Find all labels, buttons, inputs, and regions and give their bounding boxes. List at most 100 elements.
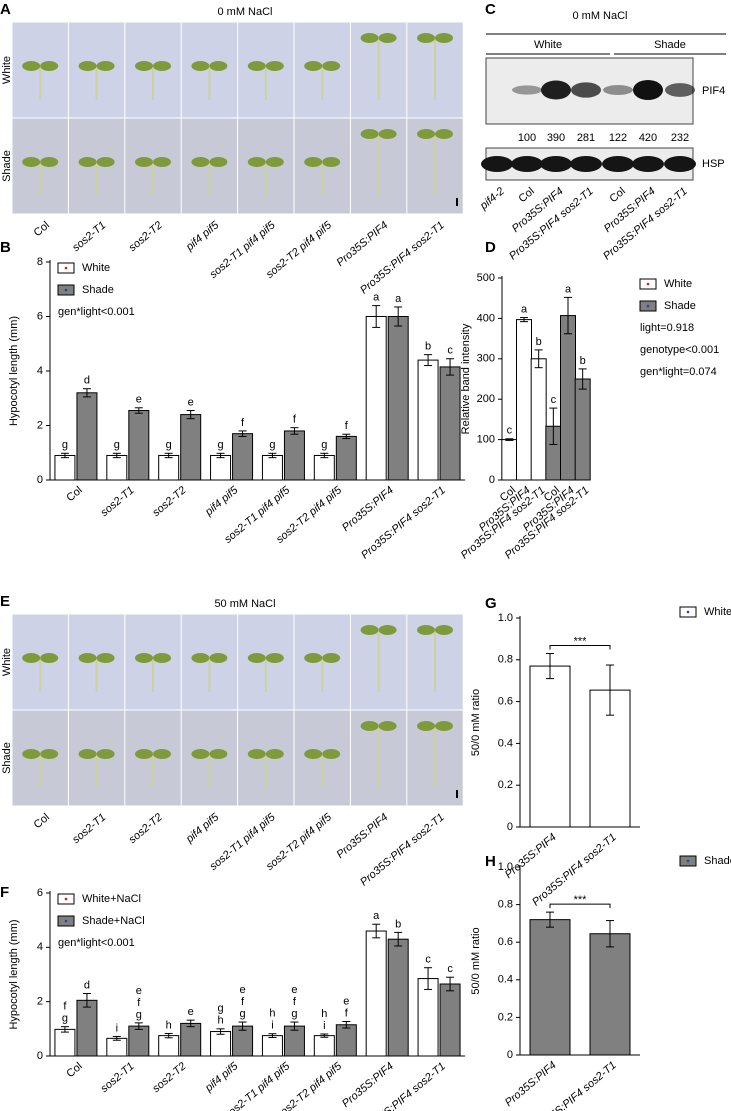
cotyledon — [304, 653, 323, 663]
legend-dot — [64, 919, 68, 923]
cotyledon — [378, 33, 397, 43]
scale-bar — [456, 790, 458, 798]
sig-letter: h — [218, 1015, 224, 1027]
cotyledon — [435, 721, 453, 731]
y-tick-label: 400 — [477, 312, 495, 324]
bar — [261, 1035, 283, 1057]
y-tick-label: 0.4 — [498, 737, 513, 749]
bar — [530, 358, 547, 481]
pif4-band — [633, 80, 663, 100]
cotyledon — [135, 749, 153, 759]
y-tick-label: 0.2 — [498, 779, 513, 791]
bar — [76, 999, 98, 1057]
legend-dot — [64, 288, 68, 292]
cotyledon — [153, 749, 171, 759]
genotype-label: Pro35S:PIF4 — [340, 1060, 396, 1110]
cotyledon — [247, 749, 266, 759]
cotyledon — [40, 61, 59, 71]
cotyledon — [435, 625, 453, 635]
y-tick-label: 0.6 — [498, 696, 513, 708]
cotyledon — [265, 61, 284, 71]
cotyledon — [209, 653, 228, 663]
sig-letter: f — [63, 1001, 67, 1013]
panel-title: 50 mM NaCl — [214, 598, 275, 610]
y-tick-label: 300 — [477, 353, 495, 365]
y-tick-label: 2 — [37, 996, 43, 1008]
hsp-band — [511, 156, 543, 172]
cotyledon — [135, 157, 153, 167]
y-tick-label: 0.8 — [498, 654, 513, 666]
annotation: gen*light<0.001 — [58, 306, 135, 318]
annotation: genotype<0.001 — [640, 344, 719, 356]
sig-letter: c — [507, 425, 513, 437]
pif4-band — [541, 80, 571, 100]
cotyledon — [435, 129, 453, 139]
sig-letter: c — [551, 394, 557, 406]
cotyledon — [96, 157, 115, 167]
sig-letter: f — [345, 1007, 349, 1019]
cotyledon — [40, 157, 59, 167]
y-tick-label: 0 — [507, 821, 513, 833]
sig-letter: b — [580, 355, 586, 367]
cotyledon — [265, 157, 284, 167]
panel-letter: G — [485, 595, 497, 612]
sig-letter: g — [114, 439, 120, 451]
bar — [335, 435, 357, 481]
genotype-label: pif4 pif5 — [202, 484, 241, 519]
sig-letter: c — [447, 963, 453, 975]
y-axis-label: Hypocotyl length (mm) — [8, 316, 20, 426]
sig-letter: c — [447, 345, 453, 357]
sig-letter: f — [241, 996, 245, 1008]
bar — [529, 919, 571, 1056]
sig-letter: e — [188, 1006, 194, 1018]
genotype-label: pif4 pif5 — [202, 1060, 241, 1095]
sig-letter: f — [137, 997, 141, 1009]
bar — [439, 983, 461, 1057]
cotyledon — [209, 61, 228, 71]
pif4-band — [603, 84, 633, 96]
y-tick-label: 500 — [477, 272, 495, 284]
hsp-band — [540, 156, 572, 172]
bar — [387, 316, 409, 481]
sig-letter: h — [269, 1008, 275, 1020]
sig-letter: e — [188, 396, 194, 408]
panel-letter: H — [485, 853, 496, 870]
sig-letter: a — [373, 910, 380, 922]
sig-letter: g — [62, 1013, 68, 1025]
annotation: light=0.918 — [640, 322, 694, 334]
legend-label: White — [664, 278, 692, 290]
bar — [76, 392, 98, 481]
sig-letter: e — [343, 995, 349, 1007]
legend-dot — [646, 304, 650, 308]
bar — [180, 1022, 202, 1057]
cotyledon — [322, 157, 341, 167]
pif4-band — [512, 85, 542, 95]
cotyledon — [322, 61, 341, 71]
genotype-label: sos2-T2 — [127, 811, 165, 846]
cotyledon — [304, 61, 323, 71]
sig-letter: h — [166, 1019, 172, 1031]
panel-letter: D — [485, 239, 496, 256]
legend-dot — [686, 610, 690, 614]
sig-letter: f — [345, 420, 349, 432]
sig-letter: a — [395, 293, 402, 305]
y-axis-label: 50/0 mM ratio — [470, 927, 482, 994]
legend-label: Shade — [704, 855, 731, 867]
y-tick-label: 1.0 — [498, 861, 513, 873]
hsp-band — [481, 156, 513, 172]
cotyledon — [78, 61, 97, 71]
genotype-label: sos2-T2 — [150, 484, 188, 519]
y-tick-label: 6 — [37, 310, 43, 322]
sig-letter: a — [521, 303, 528, 315]
bar — [158, 454, 180, 481]
legend-label: White+NaCl — [82, 893, 141, 905]
y-tick-label: 200 — [477, 393, 495, 405]
cotyledon — [360, 129, 379, 139]
cotyledon — [40, 653, 59, 663]
cotyledon — [322, 749, 341, 759]
annotation: gen*light=0.074 — [640, 366, 717, 378]
bar — [54, 454, 76, 481]
y-tick-label: 100 — [477, 434, 495, 446]
genotype-label: Col — [32, 219, 52, 239]
